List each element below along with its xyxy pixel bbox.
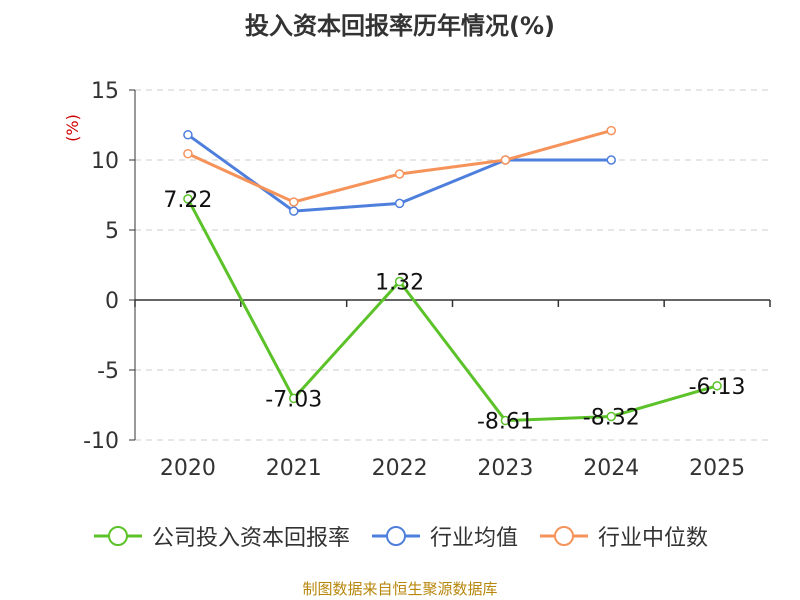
data-label: -8.32 — [583, 405, 640, 430]
data-point — [289, 206, 299, 216]
x-tick-label: 2020 — [160, 456, 216, 481]
data-point — [394, 276, 405, 287]
data-label: -6.13 — [689, 375, 746, 400]
x-tick-label: 2025 — [689, 456, 745, 481]
data-point — [394, 169, 405, 179]
x-tick-label: 2022 — [372, 456, 428, 481]
x-tick-label: 2024 — [583, 456, 639, 481]
y-tick-label: -10 — [83, 429, 119, 454]
legend-item[interactable]: 公司投入资本回报率 — [92, 520, 350, 552]
legend-item[interactable]: 行业中位数 — [538, 520, 708, 552]
series-line — [186, 198, 718, 423]
data-point — [183, 148, 193, 159]
y-axis-unit-label: (%) — [63, 114, 82, 142]
x-tick-label: 2023 — [477, 456, 533, 481]
legend-label: 行业均值 — [429, 526, 518, 551]
y-tick-label: 15 — [91, 79, 119, 104]
data-point — [606, 125, 616, 136]
y-tick-label: 10 — [91, 149, 119, 174]
legend-line-marker-icon — [540, 526, 588, 546]
data-label: -8.61 — [477, 410, 534, 435]
data-point — [183, 130, 193, 140]
y-tick-label: 0 — [105, 289, 119, 314]
data-point — [183, 194, 193, 204]
data-point — [289, 393, 299, 404]
data-label: 1.32 — [375, 271, 424, 296]
data-point — [606, 411, 616, 422]
y-tick-label: -5 — [97, 359, 119, 384]
data-point — [500, 415, 511, 426]
data-label: -7.03 — [265, 387, 322, 412]
data-point — [712, 381, 722, 391]
x-tick-label: 2021 — [266, 456, 322, 481]
data-point — [394, 198, 405, 209]
legend-line-marker-icon — [93, 526, 142, 546]
series-line — [187, 129, 612, 204]
chart-title: 投入资本回报率历年情况(%) — [245, 12, 555, 40]
y-tick-label: 5 — [105, 219, 119, 244]
legend-label: 行业中位数 — [598, 526, 709, 551]
data-label: 7.22 — [163, 188, 212, 213]
chart-legend: 公司投入资本回报率 行业均值 行业中位数 — [0, 518, 800, 554]
data-point — [606, 155, 616, 165]
legend-line-marker-icon — [371, 526, 420, 546]
data-point — [289, 197, 299, 207]
legend-item[interactable]: 行业均值 — [370, 520, 518, 552]
data-source-note: 制图数据来自恒生聚源数据库 — [302, 580, 498, 598]
data-point — [500, 155, 511, 165]
legend-label: 公司投入资本回报率 — [151, 526, 350, 551]
